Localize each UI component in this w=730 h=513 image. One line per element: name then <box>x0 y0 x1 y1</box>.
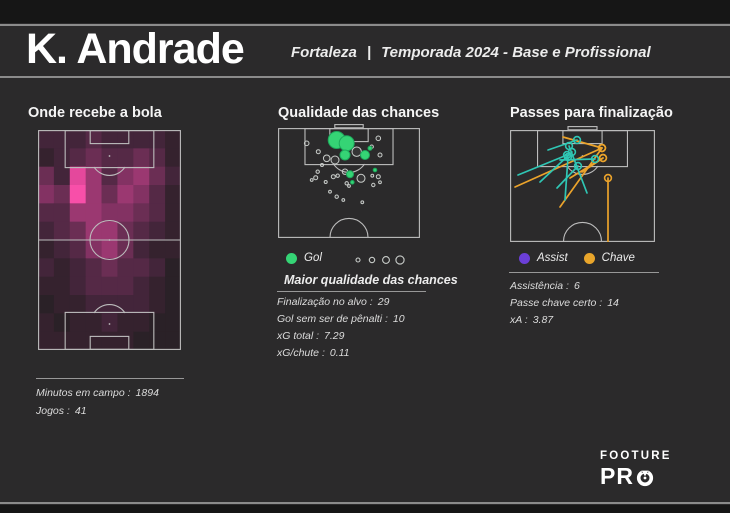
passes-divider <box>509 272 659 273</box>
passes-panel-title: Passes para finalização <box>510 105 673 121</box>
chave-legend-item: Chave <box>583 252 635 264</box>
receptions-heatmap-pitch <box>38 130 181 350</box>
header-rule-top <box>0 24 730 26</box>
passes-legend: Assist Chave <box>519 252 635 264</box>
brand-target-arrow-icon <box>636 467 654 486</box>
stat-assists: Assistência : 6 <box>510 280 580 292</box>
page-title: K. Andrade <box>26 25 245 73</box>
chave-legend-label: Chave <box>601 252 635 264</box>
stat-on-target: Finalização no alvo : 29 <box>277 296 390 308</box>
stat-key-passes: Passe chave certo : 14 <box>510 297 619 309</box>
chave-legend-dot <box>583 252 595 264</box>
shot-size-legend <box>355 255 405 265</box>
brand-footure-text: FOOTURE <box>600 450 672 462</box>
chances-shotmap-pitch <box>278 124 420 238</box>
passes-stats: Assistência : 6 Passe chave certo : 14 x… <box>510 280 619 326</box>
chances-divider <box>277 291 426 292</box>
footure-pro-logo: FOOTURE PR <box>600 450 672 489</box>
shot-size-caption: Maior qualidade das chances <box>284 273 458 287</box>
goal-legend-dot <box>286 252 297 264</box>
stat-xg-per-shot: xG/chute : 0.11 <box>277 347 350 359</box>
receptions-panel-title: Onde recebe a bola <box>28 105 162 121</box>
stat-np-goals: Gol sem ser de pênalti : 10 <box>277 313 405 325</box>
receptions-stats: Minutos em campo : 1894 Jogos : 41 <box>36 387 159 417</box>
stat-minutes: Minutos em campo : 1894 <box>36 387 159 399</box>
stat-xg-total: xG total : 7.29 <box>277 330 345 342</box>
goal-legend-label: Gol <box>304 252 322 264</box>
stat-games: Jogos : 41 <box>36 405 87 417</box>
receptions-divider <box>36 378 184 379</box>
club-name: Fortaleza <box>291 44 357 61</box>
subtitle-separator: | <box>366 44 372 61</box>
header-subtitle: Fortaleza | Temporada 2024 - Base e Prof… <box>291 44 651 61</box>
footer-rule <box>0 502 730 504</box>
bottom-black-bar <box>0 505 730 513</box>
chances-panel-title: Qualidade das chances <box>278 105 440 121</box>
brand-pro-text: PR <box>600 462 634 489</box>
stat-xa: xA : 3.87 <box>510 314 554 326</box>
header-rule-bottom <box>0 76 730 78</box>
top-black-bar <box>0 0 730 23</box>
season-label: Temporada 2024 - Base e Profissional <box>381 44 651 61</box>
chances-stats: Finalização no alvo : 29 Gol sem ser de … <box>277 296 405 359</box>
goal-legend: Gol <box>286 252 322 264</box>
passes-map-pitch <box>510 126 655 242</box>
assist-legend-label: Assist <box>537 252 568 264</box>
assist-legend-item: Assist <box>519 252 568 264</box>
assist-legend-dot <box>519 252 530 264</box>
